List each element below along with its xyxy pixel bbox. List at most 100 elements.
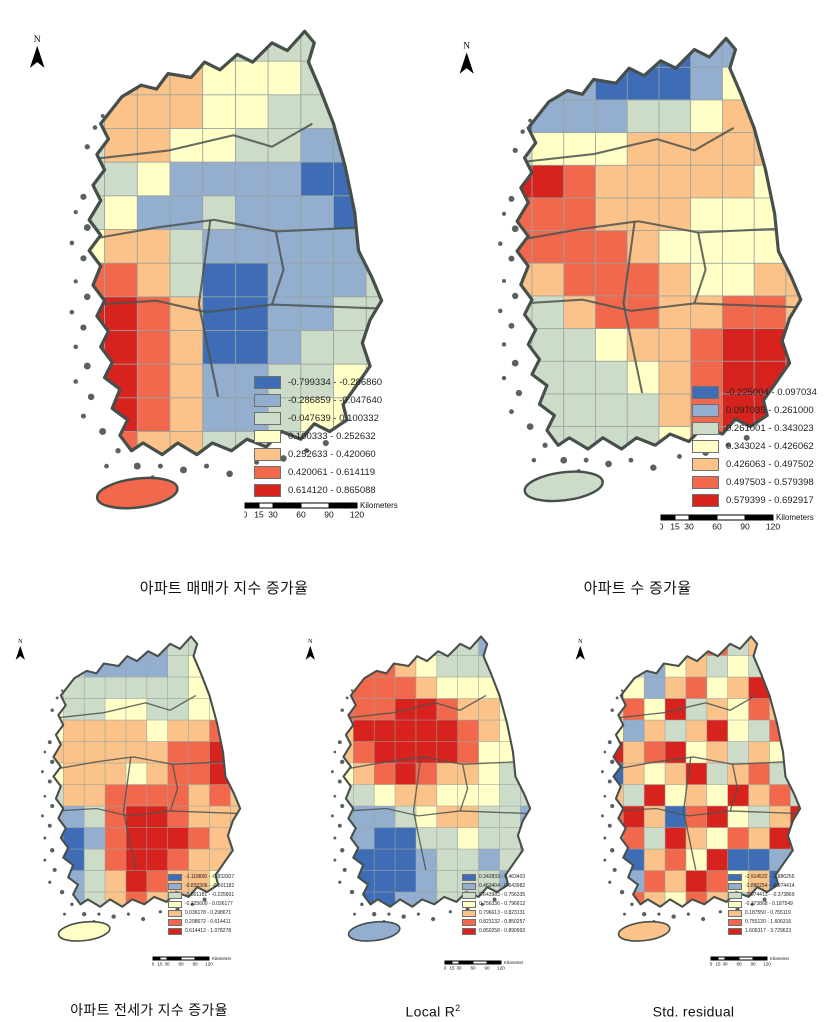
district-cell: [394, 719, 417, 743]
island-dot: [99, 428, 107, 435]
district-cell: [125, 719, 148, 743]
island-dot: [158, 910, 162, 914]
district-cell: [230, 741, 241, 764]
province-border: [682, 756, 697, 871]
scalebar-unit-label: Kilometers: [770, 956, 789, 961]
island-dot: [605, 460, 612, 468]
island-dot: [80, 413, 86, 419]
island-dot: [80, 255, 87, 262]
district-cell: [300, 229, 335, 265]
map-legend: 0.342833 - 0.463403 0.463404 - 0.643982 0.…: [462, 874, 525, 935]
district-cell: [706, 848, 729, 872]
district-cell: [478, 827, 501, 850]
district-cell: [209, 636, 232, 657]
district-cell: [623, 719, 645, 743]
north-arrow-icon: N: [459, 42, 474, 74]
scale-bar-wrap: 0 15 30 60 90 120 Kilometers: [444, 960, 531, 978]
district-cell: [394, 762, 417, 786]
district-cell: [53, 870, 64, 893]
legend-class-label: 1.606317 - 3.729623: [745, 928, 792, 934]
district-cell: [785, 262, 801, 297]
district-cell: [146, 719, 169, 743]
district-cell: [188, 762, 211, 786]
district-cell: [373, 741, 396, 764]
district-cell: [83, 848, 106, 872]
korea-choropleth-map: N: [575, 635, 802, 942]
district-cell: [83, 762, 106, 786]
district-cell: [531, 164, 565, 199]
legend-class-label: -0.225004 - 0.097034: [726, 387, 817, 398]
district-cell: [188, 827, 211, 850]
island-dot: [603, 858, 607, 862]
district-cell: [234, 330, 270, 366]
district-cell: [563, 360, 597, 395]
island-dot: [43, 750, 47, 754]
district-cell: [643, 636, 666, 657]
district-cell: [209, 784, 232, 807]
district-cell: [209, 805, 232, 829]
district-cell: [685, 805, 708, 829]
island-dot: [610, 759, 615, 765]
district-cell: [769, 784, 792, 807]
district-cell: [769, 741, 792, 764]
legend-class-label: 0.343024 - 0.426062: [726, 441, 814, 452]
district-cell: [125, 805, 148, 829]
district-cell: [499, 741, 522, 764]
legend-class-label: 0.252633 - 0.420060: [288, 449, 376, 460]
district-cell: [167, 719, 190, 743]
district-cell: [136, 94, 171, 130]
island-dot: [431, 916, 436, 922]
district-cell: [300, 363, 335, 399]
island-dot: [55, 696, 59, 700]
district-cell: [202, 262, 237, 298]
province-border: [90, 218, 359, 241]
district-cell: [685, 676, 708, 700]
scalebar-tick-label: 120: [497, 966, 505, 971]
district-cell: [790, 719, 801, 743]
island-dot: [50, 708, 54, 712]
district-cell: [230, 784, 241, 807]
district-cell: [658, 262, 692, 297]
district-cell: [664, 870, 687, 893]
district-cell: [626, 262, 660, 297]
island-dot: [349, 889, 355, 895]
district-cell: [167, 655, 190, 678]
district-cell: [202, 60, 237, 96]
district-cell: [333, 31, 368, 63]
map-title: 아파트 수 증가율: [583, 580, 692, 597]
district-cell: [531, 197, 565, 232]
district-cell: [643, 784, 666, 807]
district-cell: [457, 719, 480, 743]
legend-class-label: -0.047639 - 0.100332: [288, 413, 379, 424]
district-cells: [343, 636, 531, 907]
district-cell: [457, 655, 480, 678]
island-dot: [337, 823, 342, 828]
district-cell: [136, 397, 171, 433]
legend-class-label: -0.286859 - -0.047640: [288, 395, 383, 406]
legend-row: 0.298672 - 0.614411: [168, 919, 234, 926]
district-cell: [343, 636, 354, 657]
scalebar-tick-label: 0: [660, 522, 664, 532]
district-cell: [685, 848, 708, 872]
north-label: N: [18, 639, 23, 645]
legend-row: -1.118800 - -0.833307: [168, 874, 234, 881]
district-cell: [517, 426, 533, 449]
legend-row: 0.796613 - 0.823131: [462, 910, 525, 917]
district-cell: [785, 66, 801, 101]
island-dot: [600, 770, 604, 774]
legend-swatch: [254, 448, 281, 461]
district-cell: [209, 655, 232, 678]
legend-swatch: [168, 901, 182, 908]
map-legend: -2.914522 - -1.880255 -1.880254 - -0.9744…: [728, 874, 794, 935]
legend-row: 0.252633 - 0.420060: [254, 448, 382, 461]
island-dot: [63, 912, 66, 916]
district-cell: [167, 762, 190, 786]
legend-class-label: 0.614120 - 0.865088: [288, 485, 376, 496]
district-cell: [706, 827, 729, 850]
district-cell: [415, 784, 438, 807]
district-cell: [436, 676, 459, 700]
district-cell: [415, 870, 438, 893]
island-dot: [600, 814, 604, 818]
district-cell: [104, 719, 127, 743]
